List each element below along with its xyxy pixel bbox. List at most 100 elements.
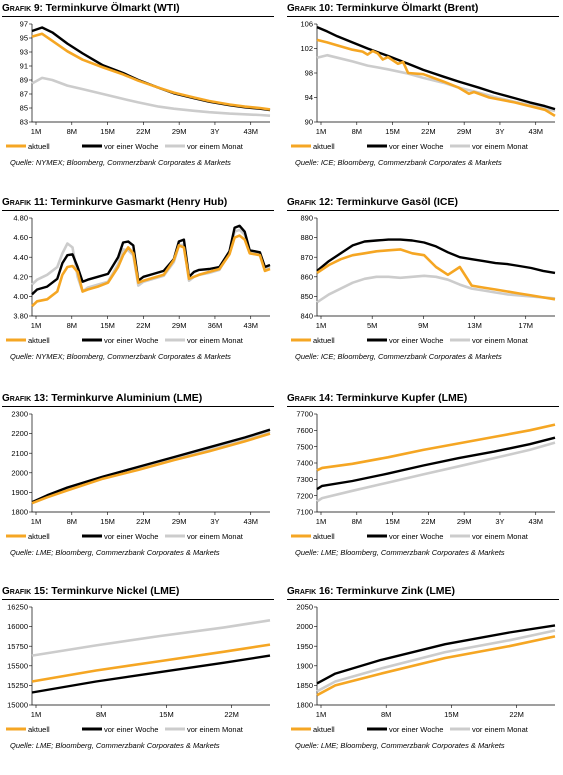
chart-source: Quelle: NYMEX; Bloomberg, Commerzbank Co…: [10, 158, 231, 167]
series-line-vor-einer-woche: [316, 25, 556, 111]
chart-title-text: Terminkurve Nickel (LME): [51, 585, 180, 597]
y-tick-label: 90: [305, 118, 313, 127]
legend-label: vor einem Monat: [472, 142, 529, 151]
series-line-aktuell: [31, 32, 271, 111]
legend-label: vor einem Monat: [187, 725, 244, 734]
series-line-aktuell: [316, 38, 556, 118]
x-tick-label: 8M: [352, 127, 362, 136]
legend-label: vor einem Monat: [187, 336, 244, 345]
chart-title-prefix: Grafik 14:: [287, 393, 337, 404]
x-tick-label: 22M: [136, 517, 151, 526]
y-tick-label: 2050: [296, 603, 313, 612]
x-tick-label: 43M: [528, 517, 543, 526]
y-tick-label: 4.00: [13, 292, 28, 301]
y-tick-label: 2100: [11, 449, 28, 458]
title-rule: [287, 16, 559, 17]
y-tick-label: 7500: [296, 442, 313, 451]
x-tick-label: 43M: [243, 517, 258, 526]
x-tick-label: 15M: [444, 710, 459, 719]
x-tick-label: 1M: [316, 321, 326, 330]
y-tick-label: 2300: [11, 410, 28, 419]
legend-label: vor einer Woche: [389, 725, 443, 734]
series-line-vor-einer-woche: [316, 238, 556, 275]
title-rule: [2, 210, 274, 211]
x-tick-label: 1M: [31, 321, 41, 330]
x-tick-label: 8M: [352, 517, 362, 526]
legend-label: vor einer Woche: [104, 725, 158, 734]
series-line-vor-einer-woche: [316, 624, 556, 685]
legend-label: aktuell: [313, 336, 335, 345]
x-tick-label: 43M: [528, 127, 543, 136]
y-tick-label: 1850: [296, 681, 313, 690]
legend-label: vor einem Monat: [472, 336, 529, 345]
y-tick-label: 1900: [296, 661, 313, 670]
title-rule: [2, 16, 274, 17]
x-tick-label: 8M: [67, 127, 77, 136]
series-line-vor-einer-woche: [316, 436, 556, 491]
legend-label: vor einem Monat: [472, 725, 529, 734]
series-line-vor-einem-monat: [31, 76, 271, 117]
legend-label: vor einem Monat: [472, 532, 529, 541]
x-tick-label: 5M: [367, 321, 377, 330]
x-tick-label: 43M: [243, 321, 258, 330]
chart-title-prefix: Grafik 11:: [2, 197, 51, 208]
y-tick-label: 4.60: [13, 233, 28, 242]
legend-label: vor einer Woche: [104, 336, 158, 345]
chart-title-text: Terminkurve Kupfer (LME): [336, 392, 468, 404]
y-tick-label: 1950: [296, 642, 313, 651]
x-tick-label: 8M: [381, 710, 391, 719]
y-tick-label: 7300: [296, 475, 313, 484]
chart-title-text: Terminkurve Ölmarkt (Brent): [336, 2, 479, 14]
legend-label: vor einer Woche: [389, 532, 443, 541]
x-tick-label: 22M: [421, 127, 436, 136]
chart-panel-5: Grafik 13: Terminkurve Aluminium (LME) 18…: [2, 392, 277, 582]
x-tick-label: 29M: [172, 321, 187, 330]
chart-source: Quelle: LME; Bloomberg, Commerzbank Corp…: [295, 741, 505, 750]
chart-panel-1: Grafik 9: Terminkurve Ölmarkt (WTI) 83 85 8…: [2, 2, 277, 192]
x-tick-label: 3Y: [495, 127, 504, 136]
series-line-aktuell: [31, 643, 271, 683]
chart-title-prefix: Grafik 12:: [287, 197, 337, 208]
chart-axes: [31, 218, 270, 317]
chart-title: Grafik 11: Terminkurve Gasmarkt (Henry H…: [2, 196, 227, 208]
chart-title: Grafik 10: Terminkurve Ölmarkt (Brent): [287, 2, 478, 14]
series-line-vor-einem-monat: [316, 629, 556, 693]
legend-label: vor einer Woche: [389, 336, 443, 345]
x-tick-label: 22M: [136, 127, 151, 136]
title-rule: [2, 406, 274, 407]
y-tick-label: 2000: [11, 468, 28, 477]
x-tick-label: 1M: [31, 710, 41, 719]
x-tick-label: 29M: [457, 127, 472, 136]
chart-title-prefix: Grafik 15:: [2, 586, 52, 597]
series-line-vor-einem-monat: [31, 619, 271, 657]
y-tick-label: 1800: [296, 701, 313, 710]
x-tick-label: 15M: [385, 517, 400, 526]
y-tick-label: 16000: [7, 622, 28, 631]
chart-source: Quelle: LME; Bloomberg, Commerzbank Corp…: [295, 548, 505, 557]
y-tick-label: 95: [20, 34, 28, 43]
x-tick-label: 15M: [100, 517, 115, 526]
legend-label: vor einem Monat: [187, 532, 244, 541]
chart-panel-6: Grafik 14: Terminkurve Kupfer (LME) 7100 7…: [287, 392, 562, 582]
y-tick-label: 94: [305, 93, 313, 102]
chart-title: Grafik 12: Terminkurve Gasöl (ICE): [287, 196, 458, 208]
chart-axes: [316, 218, 555, 317]
y-tick-label: 870: [300, 253, 313, 262]
x-tick-label: 43M: [243, 127, 258, 136]
chart-axes: [31, 414, 270, 513]
y-tick-label: 850: [300, 292, 313, 301]
legend-label: vor einem Monat: [187, 142, 244, 151]
x-tick-label: 8M: [96, 710, 106, 719]
legend-label: aktuell: [28, 532, 50, 541]
x-tick-label: 22M: [421, 517, 436, 526]
y-tick-label: 1900: [11, 488, 28, 497]
title-rule: [2, 599, 274, 600]
series-line-aktuell: [31, 432, 271, 505]
x-tick-label: 15M: [100, 321, 115, 330]
chart-title-prefix: Grafik 10:: [287, 3, 337, 14]
series-line-vor-einem-monat: [316, 441, 556, 503]
x-tick-label: 29M: [172, 517, 187, 526]
x-tick-label: 3Y: [495, 517, 504, 526]
chart-svg: 1800 1900 2000 2100 2200 2300 1M 8M 15M 22M 29M 3Y 4…: [6, 410, 271, 541]
chart-axes: [316, 414, 555, 513]
